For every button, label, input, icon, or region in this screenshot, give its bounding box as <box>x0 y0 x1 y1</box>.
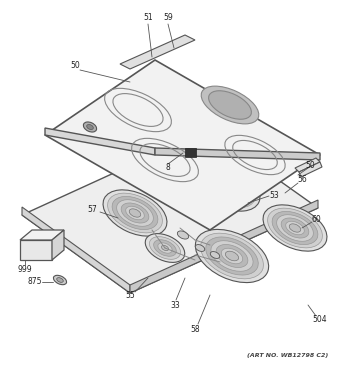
Ellipse shape <box>205 172 251 204</box>
Ellipse shape <box>57 278 63 282</box>
Text: 50: 50 <box>70 60 80 69</box>
Ellipse shape <box>117 200 153 226</box>
Ellipse shape <box>87 125 93 129</box>
Ellipse shape <box>158 243 172 253</box>
Ellipse shape <box>129 209 141 217</box>
Ellipse shape <box>289 224 301 232</box>
Text: 56: 56 <box>297 176 307 185</box>
Ellipse shape <box>272 211 318 245</box>
Ellipse shape <box>267 208 322 248</box>
Ellipse shape <box>209 91 251 119</box>
Text: 875: 875 <box>28 278 42 286</box>
Polygon shape <box>45 128 155 155</box>
Ellipse shape <box>276 215 313 241</box>
Ellipse shape <box>263 205 327 251</box>
Text: 999: 999 <box>18 266 32 275</box>
Text: 50: 50 <box>305 160 315 169</box>
Text: (ART NO. WB12798 C2): (ART NO. WB12798 C2) <box>247 354 329 358</box>
Ellipse shape <box>281 218 309 238</box>
Ellipse shape <box>107 193 162 233</box>
Ellipse shape <box>126 206 144 220</box>
Ellipse shape <box>206 237 258 275</box>
Polygon shape <box>22 207 130 293</box>
Ellipse shape <box>112 197 158 229</box>
Bar <box>185 148 196 157</box>
Ellipse shape <box>54 275 66 285</box>
Ellipse shape <box>222 184 234 192</box>
Polygon shape <box>299 162 322 177</box>
Text: 60: 60 <box>311 216 321 225</box>
Polygon shape <box>22 130 318 293</box>
Ellipse shape <box>210 251 220 258</box>
Ellipse shape <box>145 233 185 262</box>
Ellipse shape <box>103 190 167 236</box>
Text: 55: 55 <box>125 291 135 300</box>
Text: 51: 51 <box>143 13 153 22</box>
Ellipse shape <box>216 244 248 267</box>
Polygon shape <box>20 230 64 240</box>
Ellipse shape <box>211 241 253 271</box>
Ellipse shape <box>214 178 242 198</box>
Ellipse shape <box>149 236 181 259</box>
Text: 53: 53 <box>269 191 279 200</box>
Ellipse shape <box>210 175 246 201</box>
Polygon shape <box>20 240 52 260</box>
Ellipse shape <box>83 122 97 132</box>
Polygon shape <box>52 230 64 260</box>
Text: 33: 33 <box>170 301 180 310</box>
Ellipse shape <box>154 240 176 256</box>
Ellipse shape <box>201 168 256 208</box>
Polygon shape <box>45 60 320 230</box>
Ellipse shape <box>121 203 149 223</box>
Ellipse shape <box>201 233 264 279</box>
Ellipse shape <box>225 251 239 261</box>
Polygon shape <box>295 158 320 172</box>
Ellipse shape <box>286 221 304 235</box>
Ellipse shape <box>195 229 269 283</box>
Ellipse shape <box>201 86 259 124</box>
Text: 8: 8 <box>166 163 170 172</box>
Text: 59: 59 <box>163 13 173 22</box>
Text: 58: 58 <box>190 326 200 335</box>
Polygon shape <box>120 35 195 69</box>
Text: 504: 504 <box>313 316 327 325</box>
Polygon shape <box>130 200 318 293</box>
Ellipse shape <box>219 181 237 195</box>
Text: 57: 57 <box>87 206 97 214</box>
Polygon shape <box>155 148 320 160</box>
Ellipse shape <box>161 245 169 251</box>
Ellipse shape <box>195 245 205 251</box>
Ellipse shape <box>196 165 260 211</box>
Ellipse shape <box>177 231 189 239</box>
Ellipse shape <box>221 248 243 264</box>
